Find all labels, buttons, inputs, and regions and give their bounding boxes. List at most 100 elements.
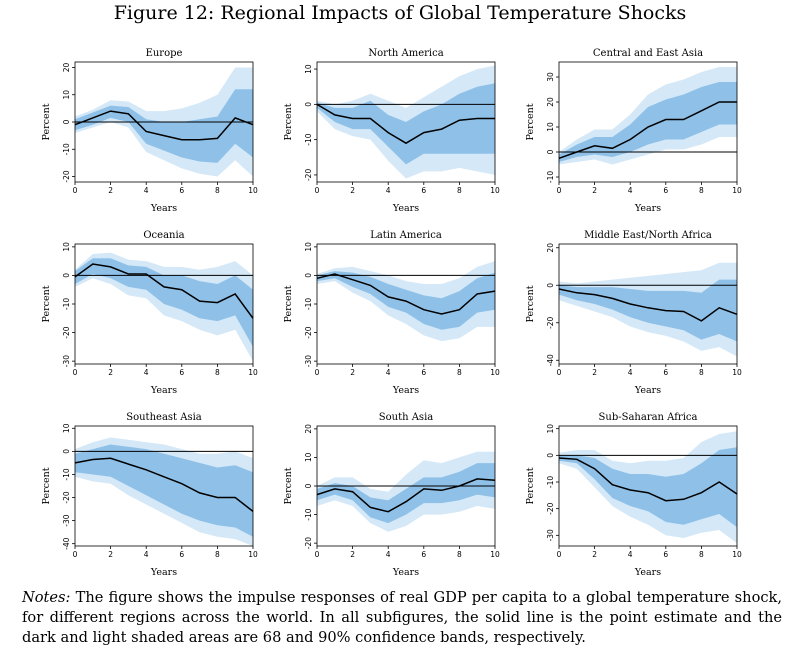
chart-panel: 0 2 4 6 8 10 -30 -20 -10 0 10 Oceania Years Percent [20,222,262,404]
x-tick-label: 4 [144,368,149,377]
panel-grid: 0 2 4 6 8 10 -20 -10 0 10 20 Europe Years Percent 0 2 4 6… [0,40,800,580]
x-tick-label: 2 [108,186,113,195]
x-tick-label: 6 [421,550,426,559]
chart-svg: 0 2 4 6 8 10 -20 -10 0 10 20 Europe Years Percent [41,48,258,214]
y-tick-label: -20 [62,326,71,338]
y-tick-label: 0 [62,119,71,124]
chart-panel: 0 2 4 6 8 10 -40 -20 0 20 Middle East/North Africa… [504,222,746,404]
chart-panel: 0 2 4 6 8 10 -30 -20 -10 0 10 Sub-Saharan Africa Yea… [504,404,746,586]
x-tick-label: 2 [350,368,355,377]
y-tick-label: 10 [546,122,555,132]
x-tick-label: 2 [592,186,597,195]
chart-panel: 0 2 4 6 8 10 -20 -10 0 10 20 South Asia Years Percent [262,404,504,586]
x-tick-label: 8 [457,550,462,559]
x-tick-label: 8 [215,186,220,195]
x-axis-label: Years [392,203,419,214]
x-tick-label: 6 [663,550,668,559]
x-tick-label: 10 [248,550,258,559]
x-tick-label: 2 [592,550,597,559]
x-tick-label: 4 [144,186,149,195]
x-tick-label: 10 [248,186,258,195]
x-tick-label: 4 [628,550,633,559]
x-tick-label: 10 [248,368,258,377]
y-tick-label: 0 [546,453,555,458]
y-tick-label: 0 [304,273,313,278]
estimate-line [558,457,738,502]
chart-panel: 0 2 4 6 8 10 -10 0 10 20 30 Central and East Asia Ye… [504,40,746,222]
x-tick-label: 4 [386,550,391,559]
chart-panel: 0 2 4 6 8 10 -20 -10 0 10 20 Europe Years Percent [20,40,262,222]
chart-svg: 0 2 4 6 8 10 -30 -20 -10 0 10 Latin America Years Per… [283,230,500,396]
confidence-band-68 [559,447,737,528]
plot-frame [558,61,738,183]
x-tick-label: 4 [386,186,391,195]
x-tick-label: 6 [421,186,426,195]
y-tick-label: 10 [62,90,71,100]
x-tick-label: 0 [315,186,320,195]
chart-svg: 0 2 4 6 8 10 -30 -20 -10 0 10 Oceania Years Percent [41,230,258,396]
y-tick-label: 20 [546,97,555,107]
y-tick-label: -20 [62,170,71,182]
panel-title: Middle East/North Africa [584,230,712,241]
x-tick-label: 8 [699,368,704,377]
panel-title: Europe [146,48,183,59]
panel-title: Sub-Saharan Africa [599,412,698,423]
estimate-line [316,478,496,513]
y-tick-label: 10 [62,242,71,252]
y-tick-label: -20 [546,316,555,328]
y-tick-label: -40 [546,354,555,366]
x-tick-label: 4 [144,550,149,559]
x-tick-label: 10 [490,368,500,377]
y-tick-label: 0 [62,449,71,454]
y-axis-label: Percent [283,285,294,322]
x-tick-label: 8 [457,186,462,195]
x-tick-label: 0 [73,550,78,559]
x-tick-label: 10 [732,368,742,377]
x-axis-label: Years [150,385,177,396]
plot-frame [558,425,738,547]
x-tick-label: 0 [73,186,78,195]
x-axis-label: Years [392,567,419,578]
y-tick-label: -30 [62,514,71,526]
y-tick-label: 0 [546,283,555,288]
y-tick-label: 10 [304,64,313,74]
y-axis-label: Percent [525,103,536,140]
y-axis-label: Percent [525,285,536,322]
panel-title: South Asia [379,412,434,423]
x-tick-label: 6 [421,368,426,377]
x-tick-label: 8 [699,550,704,559]
notes-text: The figure shows the impulse responses o… [22,589,783,646]
y-tick-label: -30 [304,355,313,367]
y-tick-label: 30 [546,72,555,82]
y-tick-label: -40 [62,537,71,549]
x-axis-label: Years [150,203,177,214]
y-tick-label: 10 [304,242,313,252]
y-tick-label: 20 [546,243,555,253]
y-axis-label: Percent [41,103,52,140]
y-axis-label: Percent [283,103,294,140]
x-tick-label: 2 [350,186,355,195]
confidence-band-68 [75,89,253,163]
figure-title: Figure 12: Regional Impacts of Global Te… [113,2,687,24]
y-tick-label: -20 [304,326,313,338]
chart-svg: 0 2 4 6 8 10 -30 -20 -10 0 10 Sub-Saharan Africa Yea… [525,412,742,578]
chart-panel: 0 2 4 6 8 10 -20 -10 0 10 North America Years Percen… [262,40,504,222]
x-tick-label: 4 [386,368,391,377]
y-tick-label: -10 [62,298,71,310]
x-tick-label: 0 [557,186,562,195]
y-tick-label: -10 [304,298,313,310]
x-tick-label: 6 [663,368,668,377]
estimate-line [74,263,254,319]
x-tick-label: 6 [179,186,184,195]
y-tick-label: -30 [62,355,71,367]
x-tick-label: 4 [628,186,633,195]
panel-title: Latin America [370,230,442,241]
y-tick-label: 10 [304,452,313,462]
y-tick-label: -10 [62,468,71,480]
y-tick-label: 0 [62,273,71,278]
x-tick-label: 2 [350,550,355,559]
estimate-line [558,101,737,160]
x-tick-label: 0 [73,368,78,377]
chart-svg: 0 2 4 6 8 10 -20 -10 0 10 North America Years Percen… [283,48,500,214]
